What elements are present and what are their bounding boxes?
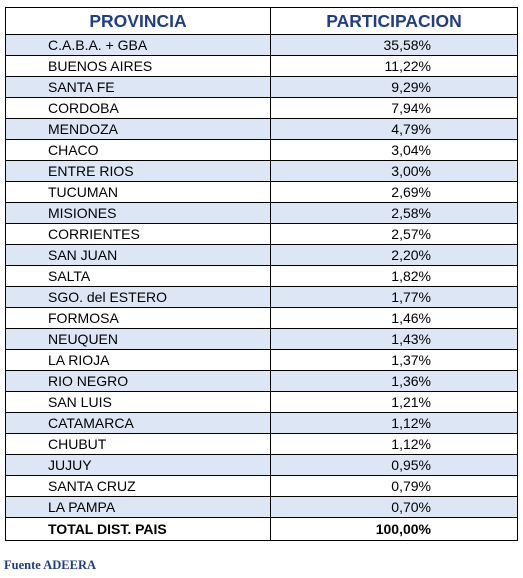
province-name: MISIONES xyxy=(5,202,271,224)
participation-value: 1,12% xyxy=(270,412,518,434)
table-row: SGO. del ESTERO 1,77% xyxy=(5,286,518,308)
table-row: SANTA FE 9,29% xyxy=(5,76,518,98)
participation-value: 1,21% xyxy=(270,391,518,413)
province-name: C.A.B.A. + GBA xyxy=(5,34,271,56)
total-value: 100,00% xyxy=(270,517,518,541)
table-row: CORDOBA 7,94% xyxy=(5,97,518,119)
province-name: BUENOS AIRES xyxy=(5,55,271,77)
participation-value: 11,22% xyxy=(270,55,518,77)
participation-value: 1,12% xyxy=(270,433,518,455)
participation-value: 9,29% xyxy=(270,76,518,98)
participation-table: PROVINCIA PARTICIPACION C.A.B.A. + GBA 35… xyxy=(5,7,518,541)
province-name: CORDOBA xyxy=(5,97,271,119)
table-row: MISIONES 2,58% xyxy=(5,202,518,224)
table-row: CATAMARCA 1,12% xyxy=(5,412,518,434)
participation-value: 7,94% xyxy=(270,97,518,119)
table-row: NEUQUEN 1,43% xyxy=(5,328,518,350)
participation-value: 0,95% xyxy=(270,454,518,476)
participation-value: 35,58% xyxy=(270,34,518,56)
province-name: TUCUMAN xyxy=(5,181,271,203)
source-note: Fuente ADEERA xyxy=(4,558,97,572)
participation-value: 1,77% xyxy=(270,286,518,308)
participation-value: 2,20% xyxy=(270,244,518,266)
total-row: TOTAL DIST. PAIS 100,00% xyxy=(5,517,518,541)
participation-value: 1,36% xyxy=(270,370,518,392)
table-row: SANTA CRUZ 0,79% xyxy=(5,475,518,497)
table-row: RIO NEGRO 1,36% xyxy=(5,370,518,392)
column-header-provincia: PROVINCIA xyxy=(5,7,271,35)
province-name: SGO. del ESTERO xyxy=(5,286,271,308)
table-row: LA RIOJA 1,37% xyxy=(5,349,518,371)
province-name: CATAMARCA xyxy=(5,412,271,434)
province-name: JUJUY xyxy=(5,454,271,476)
province-name: LA RIOJA xyxy=(5,349,271,371)
column-header-participacion: PARTICIPACION xyxy=(270,7,518,35)
province-name: SAN LUIS xyxy=(5,391,271,413)
table-row: LA PAMPA 0,70% xyxy=(5,496,518,518)
participation-value: 3,04% xyxy=(270,139,518,161)
province-name: ENTRE RIOS xyxy=(5,160,271,182)
participation-value: 2,69% xyxy=(270,181,518,203)
province-name: FORMOSA xyxy=(5,307,271,329)
table-row: SAN LUIS 1,21% xyxy=(5,391,518,413)
participation-value: 1,46% xyxy=(270,307,518,329)
province-name: CHACO xyxy=(5,139,271,161)
table-row: C.A.B.A. + GBA 35,58% xyxy=(5,34,518,56)
participation-value: 0,70% xyxy=(270,496,518,518)
total-label: TOTAL DIST. PAIS xyxy=(5,517,271,541)
table-row: JUJUY 0,95% xyxy=(5,454,518,476)
province-name: MENDOZA xyxy=(5,118,271,140)
participation-value: 3,00% xyxy=(270,160,518,182)
table-row: BUENOS AIRES 11,22% xyxy=(5,55,518,77)
table-row: FORMOSA 1,46% xyxy=(5,307,518,329)
table-row: TUCUMAN 2,69% xyxy=(5,181,518,203)
province-name: SANTA FE xyxy=(5,76,271,98)
table-row: MENDOZA 4,79% xyxy=(5,118,518,140)
table-row: CHUBUT 1,12% xyxy=(5,433,518,455)
province-name: LA PAMPA xyxy=(5,496,271,518)
table-row: CORRIENTES 2,57% xyxy=(5,223,518,245)
province-name: SALTA xyxy=(5,265,271,287)
participation-value: 2,57% xyxy=(270,223,518,245)
table-row: ENTRE RIOS 3,00% xyxy=(5,160,518,182)
participation-value: 0,79% xyxy=(270,475,518,497)
participation-value: 4,79% xyxy=(270,118,518,140)
table-header-row: PROVINCIA PARTICIPACION xyxy=(5,7,518,35)
province-name: SAN JUAN xyxy=(5,244,271,266)
table-row: CHACO 3,04% xyxy=(5,139,518,161)
table-row: SAN JUAN 2,20% xyxy=(5,244,518,266)
participation-value: 1,82% xyxy=(270,265,518,287)
participation-value: 2,58% xyxy=(270,202,518,224)
province-name: CORRIENTES xyxy=(5,223,271,245)
participation-value: 1,37% xyxy=(270,349,518,371)
participation-value: 1,43% xyxy=(270,328,518,350)
province-name: NEUQUEN xyxy=(5,328,271,350)
province-name: CHUBUT xyxy=(5,433,271,455)
table-row: SALTA 1,82% xyxy=(5,265,518,287)
province-name: RIO NEGRO xyxy=(5,370,271,392)
province-name: SANTA CRUZ xyxy=(5,475,271,497)
